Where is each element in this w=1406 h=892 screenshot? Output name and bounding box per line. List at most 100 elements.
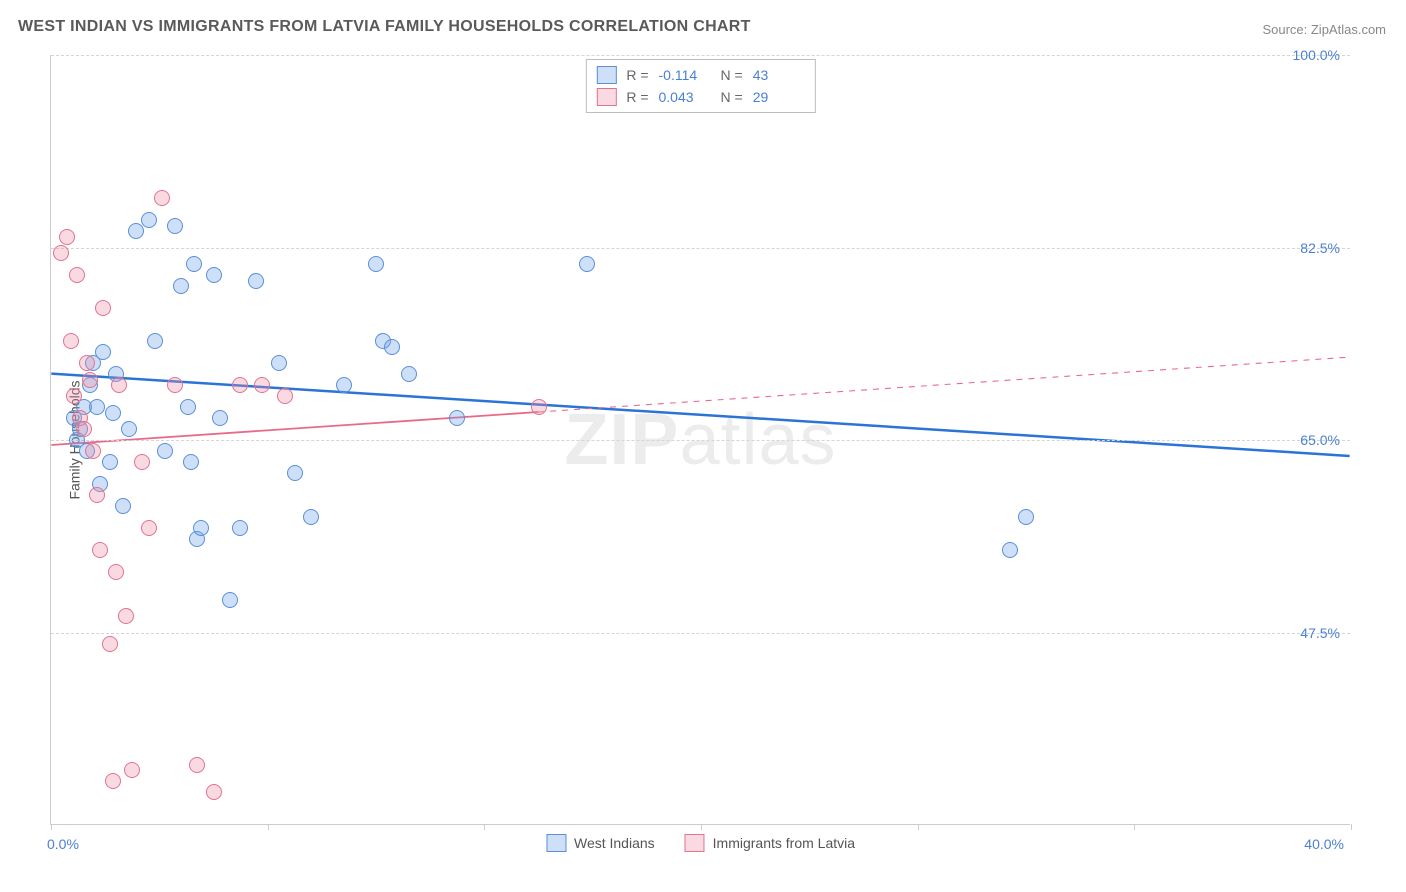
gridline (51, 55, 1350, 56)
scatter-point (154, 190, 170, 206)
legend-series-label: Immigrants from Latvia (713, 835, 855, 851)
scatter-point (89, 399, 105, 415)
scatter-point (401, 366, 417, 382)
scatter-point (248, 273, 264, 289)
y-tick-label: 47.5% (1300, 625, 1340, 641)
x-tick (701, 824, 702, 830)
scatter-point (128, 223, 144, 239)
scatter-point (102, 636, 118, 652)
scatter-point (271, 355, 287, 371)
x-tick (1351, 824, 1352, 830)
scatter-point (579, 256, 595, 272)
legend-series-item: Immigrants from Latvia (685, 834, 855, 852)
scatter-point (92, 542, 108, 558)
x-tick (484, 824, 485, 830)
x-tick (1134, 824, 1135, 830)
x-axis-max-label: 40.0% (1304, 836, 1344, 852)
legend-r-value: -0.114 (659, 67, 711, 83)
y-tick-label: 65.0% (1300, 432, 1340, 448)
legend-swatch (596, 66, 616, 84)
legend-r-label: R = (626, 67, 648, 83)
legend-swatch (685, 834, 705, 852)
scatter-point (167, 377, 183, 393)
legend-correlation-row: R = 0.043 N = 29 (596, 86, 804, 108)
legend-n-label: N = (721, 89, 743, 105)
scatter-point (53, 245, 69, 261)
x-tick (918, 824, 919, 830)
scatter-point (124, 762, 140, 778)
scatter-point (1018, 509, 1034, 525)
scatter-point (95, 344, 111, 360)
scatter-point (105, 405, 121, 421)
scatter-point (180, 399, 196, 415)
plot-area: Family Households ZIPatlas R = -0.114 N … (50, 55, 1350, 825)
scatter-point (206, 267, 222, 283)
scatter-point (232, 377, 248, 393)
scatter-point (186, 256, 202, 272)
scatter-point (111, 377, 127, 393)
scatter-point (157, 443, 173, 459)
scatter-point (59, 229, 75, 245)
scatter-point (254, 377, 270, 393)
scatter-point (173, 278, 189, 294)
scatter-point (95, 300, 111, 316)
legend-n-label: N = (721, 67, 743, 83)
legend-swatch (546, 834, 566, 852)
scatter-point (449, 410, 465, 426)
gridline (51, 440, 1350, 441)
scatter-point (147, 333, 163, 349)
scatter-point (69, 267, 85, 283)
legend-correlation-row: R = -0.114 N = 43 (596, 64, 804, 86)
scatter-point (222, 592, 238, 608)
scatter-point (89, 487, 105, 503)
legend-swatch (596, 88, 616, 106)
scatter-point (287, 465, 303, 481)
scatter-point (336, 377, 352, 393)
legend-series-label: West Indians (574, 835, 655, 851)
scatter-point (206, 784, 222, 800)
chart-title: WEST INDIAN VS IMMIGRANTS FROM LATVIA FA… (18, 18, 751, 36)
scatter-point (121, 421, 137, 437)
scatter-point (118, 608, 134, 624)
gridline (51, 248, 1350, 249)
scatter-point (108, 564, 124, 580)
scatter-point (79, 355, 95, 371)
x-tick (268, 824, 269, 830)
scatter-point (384, 339, 400, 355)
scatter-point (531, 399, 547, 415)
scatter-point (115, 498, 131, 514)
scatter-point (66, 388, 82, 404)
legend-r-label: R = (626, 89, 648, 105)
scatter-point (167, 218, 183, 234)
scatter-point (368, 256, 384, 272)
scatter-point (141, 212, 157, 228)
scatter-point (193, 520, 209, 536)
scatter-point (232, 520, 248, 536)
x-tick (51, 824, 52, 830)
scatter-point (105, 773, 121, 789)
legend-correlation: R = -0.114 N = 43 R = 0.043 N = 29 (585, 59, 815, 113)
scatter-point (85, 443, 101, 459)
legend-series: West Indians Immigrants from Latvia (546, 834, 855, 852)
y-tick-label: 100.0% (1293, 47, 1340, 63)
scatter-point (212, 410, 228, 426)
scatter-point (76, 421, 92, 437)
legend-n-value: 29 (753, 89, 805, 105)
legend-r-value: 0.043 (659, 89, 711, 105)
legend-n-value: 43 (753, 67, 805, 83)
scatter-point (277, 388, 293, 404)
source-attribution: Source: ZipAtlas.com (1262, 22, 1386, 37)
scatter-point (63, 333, 79, 349)
legend-series-item: West Indians (546, 834, 655, 852)
scatter-point (82, 372, 98, 388)
scatter-point (141, 520, 157, 536)
scatter-point (183, 454, 199, 470)
scatter-point (1002, 542, 1018, 558)
scatter-point (134, 454, 150, 470)
trend-line-dashed (538, 357, 1349, 412)
scatter-point (189, 757, 205, 773)
y-tick-label: 82.5% (1300, 240, 1340, 256)
x-axis-min-label: 0.0% (47, 836, 79, 852)
gridline (51, 633, 1350, 634)
scatter-point (102, 454, 118, 470)
